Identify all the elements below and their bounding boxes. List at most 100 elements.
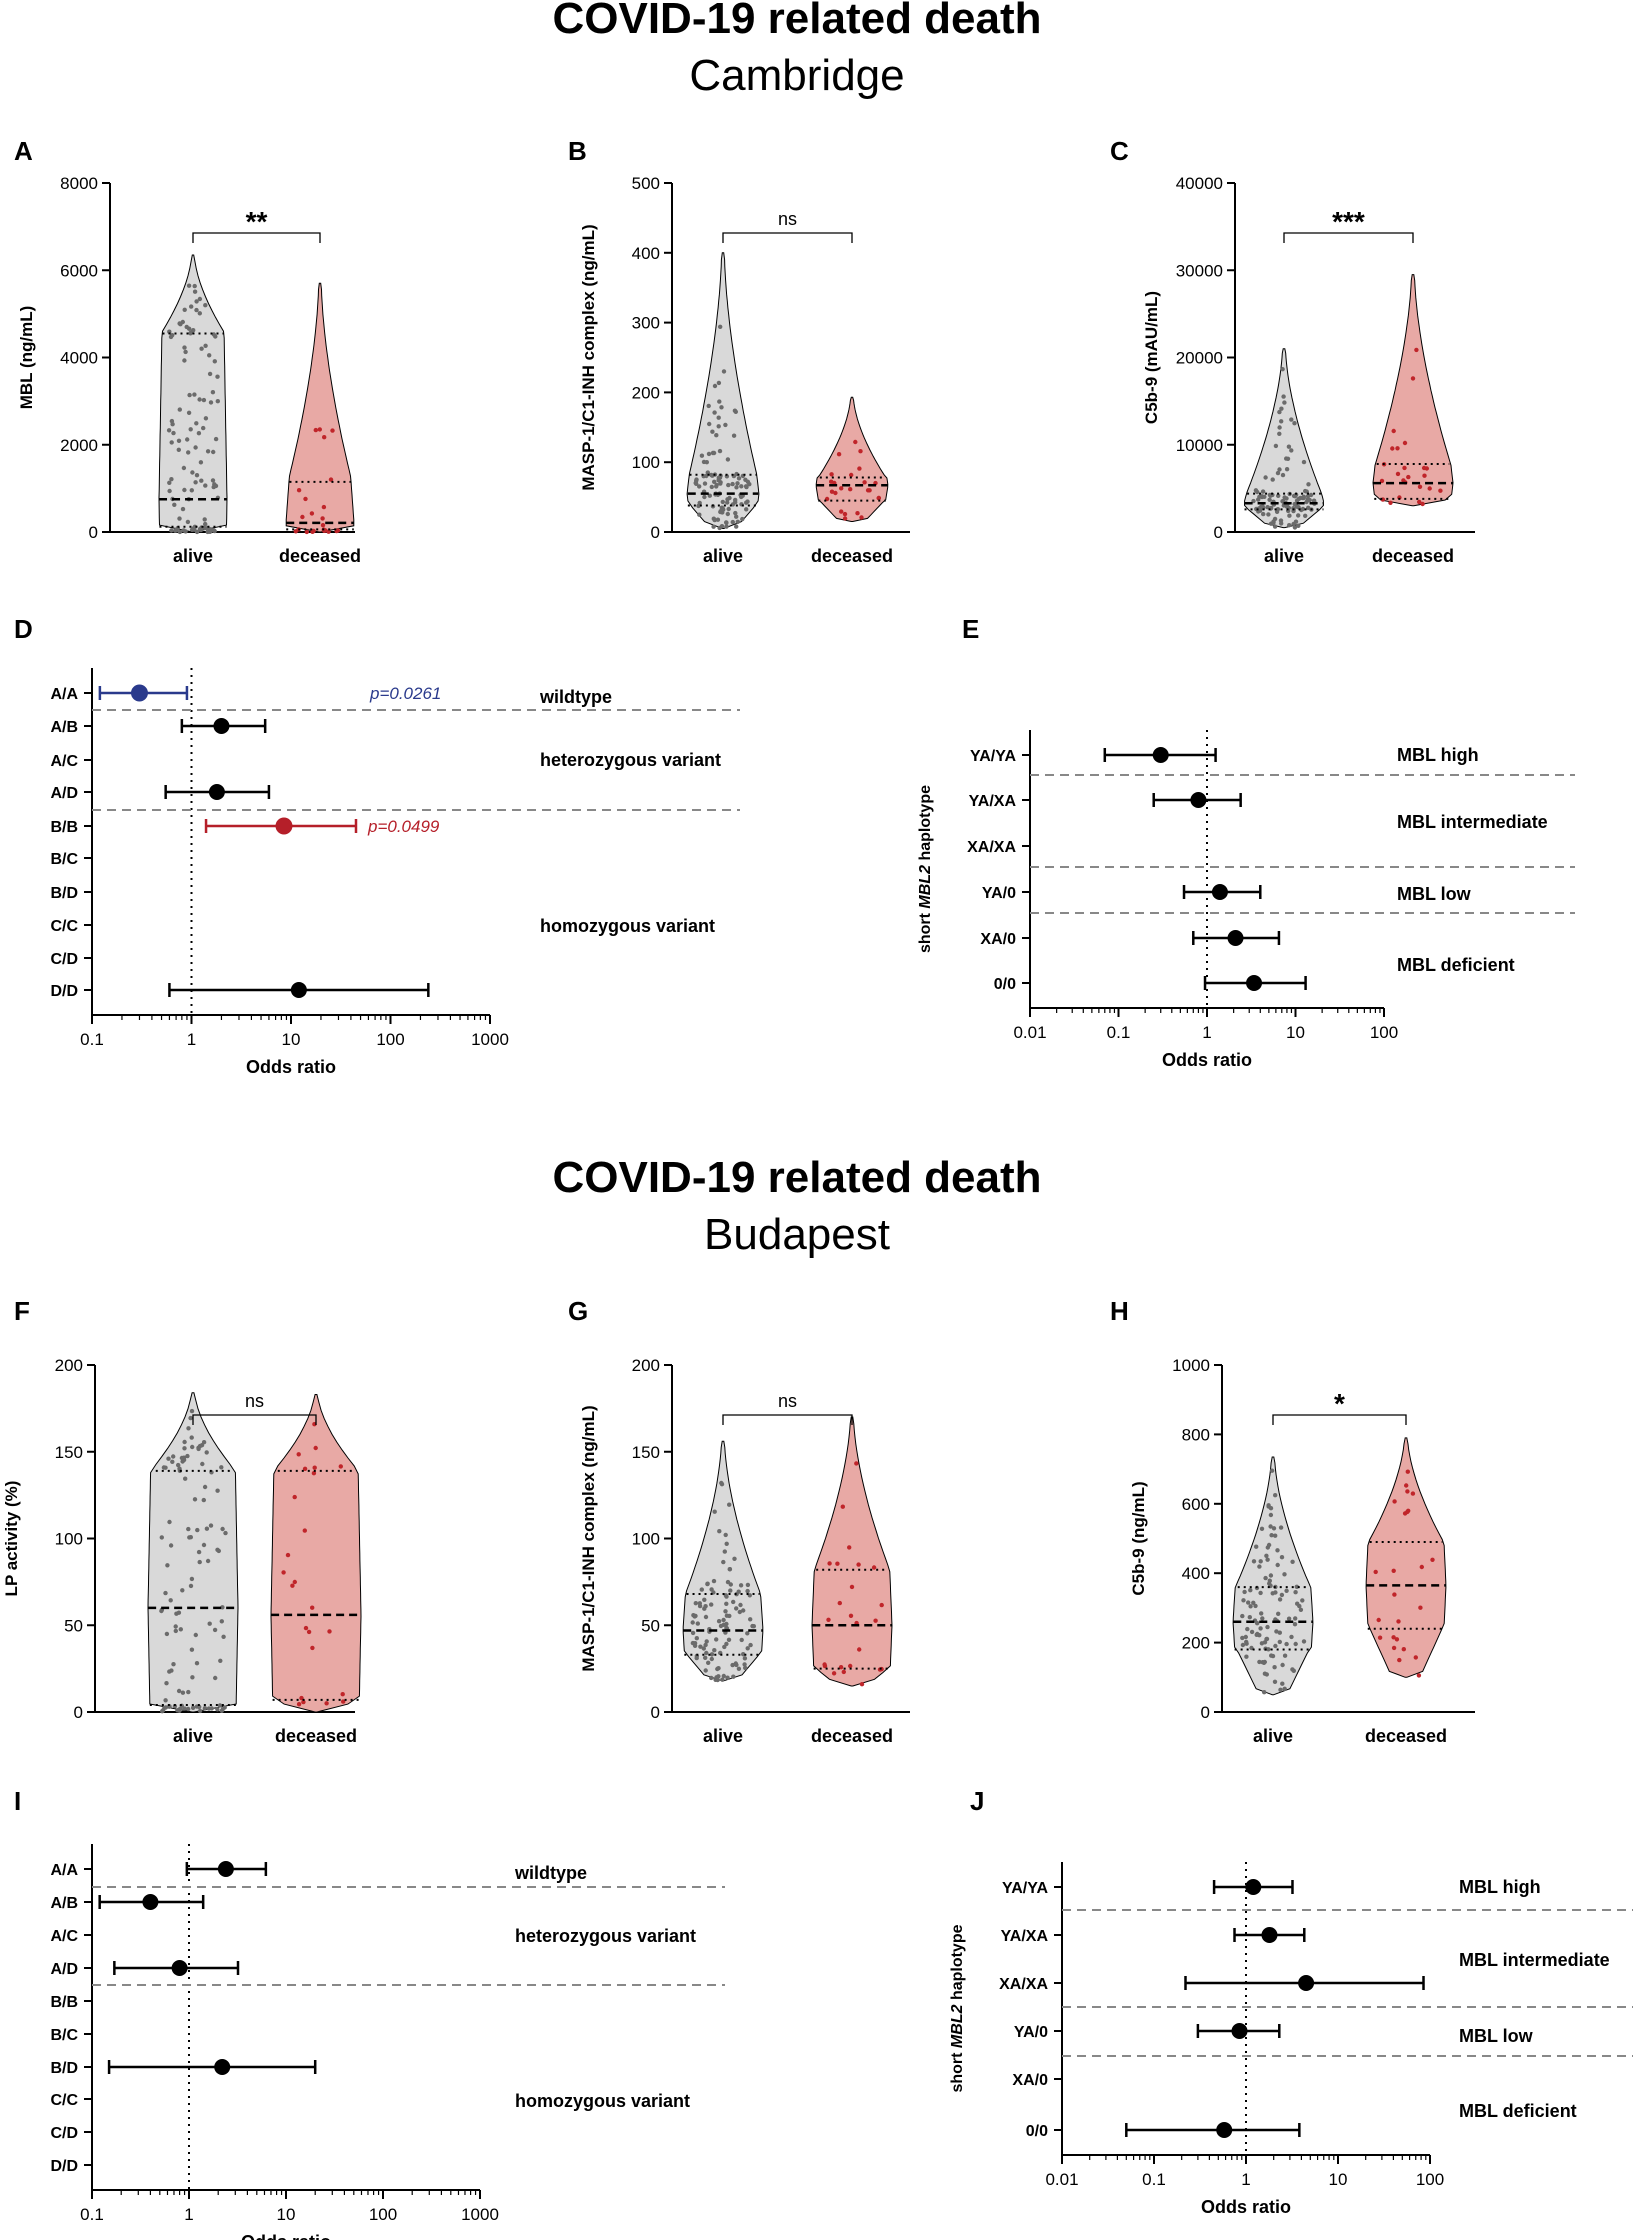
data-point bbox=[698, 1644, 703, 1649]
data-point bbox=[1278, 1525, 1284, 1530]
data-point bbox=[185, 1453, 190, 1459]
data-point bbox=[300, 514, 305, 520]
data-point bbox=[290, 1583, 295, 1588]
data-point bbox=[1438, 488, 1443, 493]
y-axis-label: C5b-9 (mAU/mL) bbox=[1142, 291, 1161, 424]
odds-ratio-point-a-d bbox=[171, 1960, 188, 1976]
data-point bbox=[718, 1623, 724, 1629]
data-point bbox=[712, 1509, 717, 1514]
data-point bbox=[1275, 470, 1281, 476]
data-point bbox=[862, 480, 867, 485]
data-point bbox=[1293, 1616, 1298, 1621]
data-point bbox=[737, 1609, 742, 1615]
data-point bbox=[212, 359, 217, 364]
panel-label-b: B bbox=[568, 136, 587, 166]
x-label-alive: alive bbox=[703, 546, 743, 566]
data-point bbox=[1269, 1468, 1275, 1473]
group-label: heterozygous variant bbox=[515, 1926, 696, 1946]
data-point bbox=[733, 510, 738, 516]
data-point bbox=[716, 1619, 722, 1624]
violin-alive bbox=[1243, 348, 1325, 529]
data-point bbox=[182, 487, 187, 493]
data-point bbox=[739, 484, 744, 489]
data-point bbox=[1420, 501, 1425, 507]
data-point bbox=[177, 529, 183, 535]
data-point bbox=[203, 343, 208, 348]
data-point bbox=[734, 485, 739, 490]
data-point bbox=[1308, 492, 1314, 498]
significance-label: *** bbox=[1332, 206, 1365, 237]
row-label-a-a: A/A bbox=[50, 686, 78, 703]
data-point bbox=[710, 473, 715, 478]
data-point bbox=[187, 392, 192, 398]
data-point bbox=[197, 1708, 203, 1714]
y-axis-label-suffix: haplotype bbox=[917, 785, 934, 865]
data-point bbox=[741, 1608, 746, 1613]
data-point bbox=[1292, 525, 1298, 530]
forest-panel-d: D 0.1 1 10 100 1000 Odds ratio A/A A/B A/C A/D B/B B… bbox=[14, 614, 740, 1077]
data-point bbox=[1270, 1653, 1276, 1659]
data-point bbox=[697, 1601, 702, 1606]
data-point bbox=[169, 1668, 174, 1673]
data-point bbox=[207, 529, 213, 534]
data-point bbox=[699, 1587, 704, 1592]
data-point bbox=[732, 1556, 737, 1562]
data-point bbox=[177, 407, 182, 412]
data-point bbox=[1259, 1611, 1264, 1616]
data-point bbox=[176, 447, 181, 452]
data-point bbox=[189, 488, 194, 493]
data-point bbox=[341, 1699, 346, 1704]
data-point bbox=[185, 519, 191, 525]
data-point bbox=[1265, 1557, 1270, 1562]
data-point bbox=[725, 1675, 730, 1680]
data-point bbox=[313, 427, 318, 433]
violin-panel-f: F 0 50 100 150 200 LP activity (%) alive decease… bbox=[2, 1296, 362, 1746]
data-point bbox=[873, 1618, 878, 1623]
data-point bbox=[842, 516, 848, 521]
data-point bbox=[736, 1589, 741, 1594]
data-point bbox=[202, 1706, 208, 1711]
data-point bbox=[163, 1590, 168, 1596]
data-point bbox=[172, 502, 177, 507]
data-point bbox=[1257, 1564, 1262, 1569]
data-point bbox=[1282, 1653, 1288, 1658]
row-label-ya-0: YA/0 bbox=[982, 885, 1016, 902]
data-point bbox=[221, 1634, 226, 1640]
data-point bbox=[716, 415, 721, 420]
data-point bbox=[1419, 1564, 1425, 1570]
x-tick-label: 1 bbox=[184, 2205, 193, 2224]
data-point bbox=[292, 1579, 297, 1585]
data-point bbox=[1307, 497, 1312, 503]
data-point bbox=[281, 1570, 286, 1575]
data-point bbox=[719, 1480, 724, 1486]
data-point bbox=[703, 1668, 708, 1673]
data-point bbox=[205, 449, 211, 454]
significance-label: ns bbox=[778, 1391, 797, 1411]
data-point bbox=[169, 418, 175, 424]
data-point bbox=[1421, 465, 1427, 471]
data-point bbox=[212, 482, 217, 487]
data-point bbox=[848, 1613, 854, 1619]
x-tick-label: 10 bbox=[1286, 1023, 1305, 1042]
data-point bbox=[1427, 486, 1432, 491]
x-axis-label: Odds ratio bbox=[1201, 2197, 1291, 2217]
data-point bbox=[181, 465, 187, 471]
data-point bbox=[1289, 417, 1294, 422]
x-axis-label: Odds ratio bbox=[241, 2232, 331, 2240]
y-tick-label: 30000 bbox=[1176, 261, 1223, 280]
row-label-xa-0: XA/0 bbox=[1012, 2072, 1048, 2089]
data-point bbox=[296, 488, 302, 493]
data-point bbox=[1287, 523, 1292, 528]
row-label-d-d: D/D bbox=[50, 2158, 78, 2175]
odds-ratio-point-xa-xa bbox=[1298, 1975, 1315, 1991]
data-point bbox=[1280, 1681, 1285, 1686]
data-point bbox=[197, 296, 203, 302]
significance-bracket bbox=[722, 1414, 853, 1425]
data-point bbox=[301, 1699, 306, 1705]
data-point bbox=[1277, 1597, 1283, 1602]
data-point bbox=[723, 1532, 728, 1538]
data-point bbox=[187, 1535, 192, 1540]
x-tick-label: 0.1 bbox=[80, 1030, 104, 1049]
data-point bbox=[727, 1613, 732, 1619]
data-point bbox=[1284, 1641, 1289, 1647]
